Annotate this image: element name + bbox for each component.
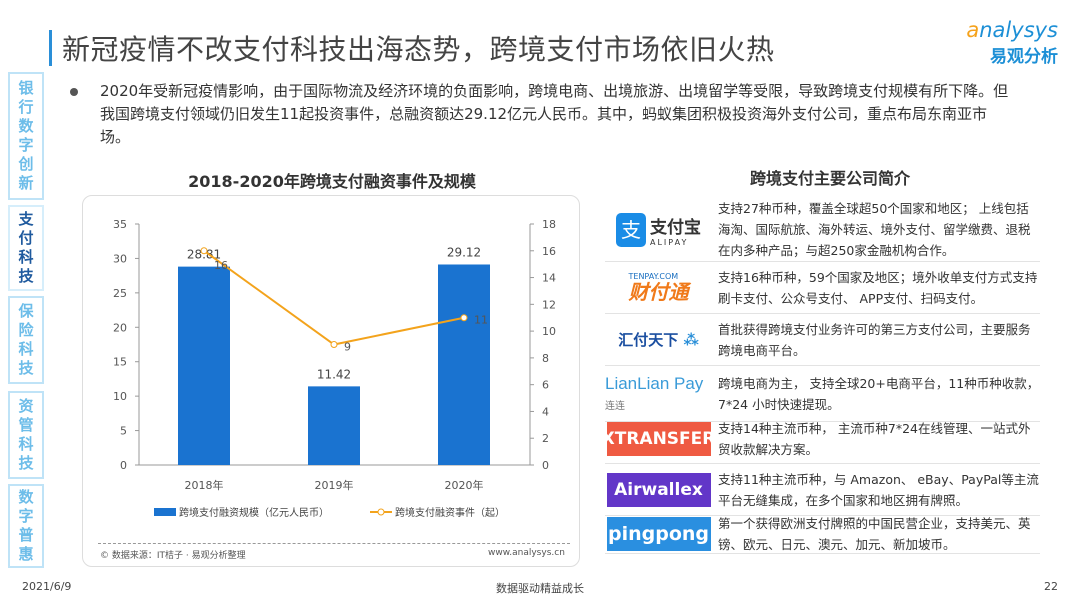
company-row: LianLian Pay 连连 跨境电商为主， 支持全球20+电商平台，11种币种… [605,366,1040,422]
bar [178,266,230,465]
company-description: 支持16种币种，59个国家及地区；境外收单支付方式支持刷卡支付、公众号支付、 A… [718,269,1038,306]
right-tick-label: 16 [542,245,556,258]
sidebar-item-insurance[interactable]: 保险科技 [8,296,44,384]
company-logo: pingpong [605,514,712,553]
left-tick-label: 25 [113,287,127,300]
page-title: 新冠疫情不改支付科技出海态势，跨境支付市场依旧火热 [62,33,775,66]
company-description: 跨境电商为主， 支持全球20+电商平台，11种币种收款，7*24 小时快速提现。 [718,375,1040,412]
chart-source: © 数据来源：IT桔子 · 易观分析整理 [100,551,246,561]
bar [438,264,490,465]
sidebar-item-label: 资管科技 [18,397,34,472]
sidebar-item-label: 支付科技 [18,210,34,285]
sidebar-item-inclusive[interactable]: 数字普惠 [8,484,44,568]
line-data-label: 9 [344,341,351,354]
company-row: pingpong 第一个获得欧洲支付牌照的中国民营企业，支持美元、英镑、欧元、日元… [605,514,1040,554]
right-tick-label: 18 [542,218,556,231]
page-number: 22 [1044,580,1058,593]
bar-data-label: 11.42 [317,367,351,381]
left-tick-label: 0 [120,459,127,472]
right-tick-label: 12 [542,298,556,311]
company-row: XTRANSFER 支持14种主流币种， 主流币种7*24在线管理、一站式外贸收款… [602,414,1040,464]
legend-bar-swatch [154,508,176,516]
left-tick-label: 20 [113,321,127,334]
sidebar-item-asset[interactable]: 资管科技 [8,391,44,479]
left-tick-label: 30 [113,252,127,265]
sidebar-item-label: 保险科技 [18,302,34,377]
left-tick-label: 35 [113,218,127,231]
footer-slogan: 数据驱动精益成长 [496,582,584,595]
left-tick-label: 15 [113,356,127,369]
chart-website: www.analysys.cn [488,548,565,558]
bar-data-label: 29.12 [447,245,481,259]
line-point [200,247,208,255]
legend-bar-label: 跨境支付融资规模（亿元人民币） [179,506,329,519]
line-point [460,314,468,322]
company-description: 第一个获得欧洲支付牌照的中国民营企业，支持美元、英镑、欧元、日元、澳元、加元、新… [718,515,1031,552]
right-tick-label: 0 [542,459,549,472]
company-description: 支持14种主流币种， 主流币种7*24在线管理、一站式外贸收款解决方案。 [718,420,1031,457]
left-tick-label: 5 [120,425,127,438]
company-description: 支持27种币种，覆盖全球超50个国家和地区； 上线包括海淘、国际航旅、海外转运、… [718,201,1031,258]
company-logo: XTRANSFER [602,414,715,463]
line-data-label: 16 [214,259,228,272]
right-tick-label: 6 [542,379,549,392]
company-description: 支持11种主流币种，与 Amazon、 eBay、PayPal等主流平台无缝集成… [718,471,1039,508]
chart-container [82,195,580,567]
company-description: 首批获得跨境支付业务许可的第三方支付公司，主要服务跨境电商平台。 [718,321,1031,358]
company-logo: Airwallex [605,464,712,515]
summary-bullet: 2020年受新冠疫情影响，由于国际物流及经济环境的负面影响，跨境电商、出境旅游、… [70,80,1010,149]
bar [308,386,360,465]
sidebar-item-bank[interactable]: 银行数字创新 [8,72,44,200]
right-tick-label: 4 [542,405,549,418]
line-point [330,341,338,348]
sidebar-item-payment[interactable]: 支付科技 [8,205,44,291]
footer-date: 2021/6/9 [22,580,72,593]
sidebar-item-label: 数字普惠 [18,488,34,563]
company-row: 支支付宝 ALIPAY 支持27种币种，覆盖全球超50个国家和地区； 上线包括海淘、… [605,198,1040,262]
right-tick-label: 8 [542,352,549,365]
companies-title: 跨境支付主要公司简介 [749,169,910,188]
company-row: Airwallex 支持11种主流币种，与 Amazon、 eBay、PayPal… [605,464,1040,516]
analysys-logo: analysys 易观分析 [966,18,1058,67]
legend-line-label: 跨境支付融资事件（起） [395,506,505,519]
company-logo: TENPAY.COM 财付通 [628,272,689,304]
right-tick-label: 2 [542,432,549,445]
company-row: TENPAY.COM 财付通 支持16种币种，59个国家及地区；境外收单支付方式支持… [605,262,1040,314]
sidebar-item-label: 银行数字创新 [18,79,34,192]
right-tick-label: 14 [542,272,556,285]
title-accent-bar [49,30,52,66]
right-tick-label: 10 [542,325,556,338]
chart-title: 2018-2020年跨境支付融资事件及规模 [188,172,476,191]
company-logo: 汇付天下 ⁂ [618,331,699,349]
company-logo: 支支付宝 ALIPAY [605,198,712,261]
divider [98,543,570,544]
legend-line-marker [377,508,385,516]
x-tick-label: 2019年 [315,478,354,492]
company-logo: LianLian Pay 连连 [605,373,704,412]
x-tick-label: 2018年 [185,478,224,492]
company-row: 汇付天下 ⁂ 首批获得跨境支付业务许可的第三方支付公司，主要服务跨境电商平台。 [605,314,1040,366]
left-tick-label: 10 [113,390,127,403]
line-data-label: 11 [474,314,488,327]
line-series [203,249,465,346]
x-tick-label: 2020年 [445,478,484,492]
